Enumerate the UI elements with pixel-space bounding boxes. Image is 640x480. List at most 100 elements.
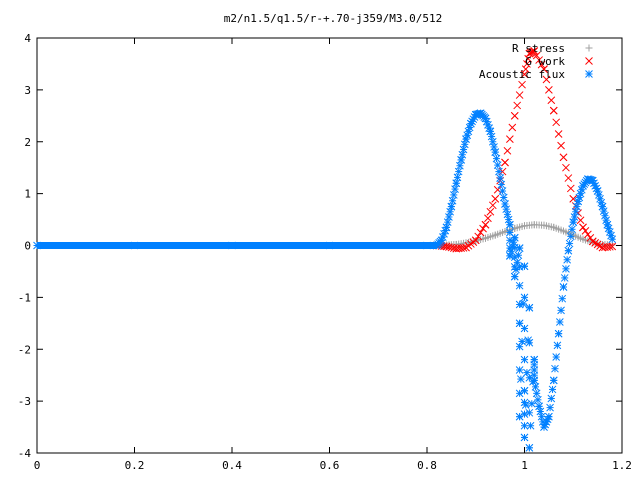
data-point: [531, 383, 540, 391]
data-point: [569, 218, 578, 227]
data-point: [515, 281, 524, 290]
data-point: [566, 184, 575, 193]
x-tick-label: 0.8: [417, 459, 437, 472]
data-point: [510, 272, 519, 281]
data-point: [520, 433, 529, 442]
y-tick-label: 0: [24, 240, 31, 253]
data-point: [535, 56, 543, 64]
data-point: [593, 187, 602, 195]
data-point: [33, 241, 41, 250]
data-point: [491, 148, 500, 156]
data-point: [588, 237, 597, 246]
y-tick-label: -1: [18, 291, 31, 304]
data-point: [515, 244, 524, 252]
data-point: [530, 221, 538, 229]
data-point: [484, 214, 492, 223]
data-point: [518, 337, 526, 346]
data-point: [605, 242, 614, 251]
data-point: [562, 264, 570, 273]
data-point: [437, 236, 446, 245]
series-layer: [33, 47, 617, 452]
data-point: [542, 75, 551, 84]
data-point: [459, 243, 468, 252]
data-point: [447, 202, 456, 211]
data-point: [568, 225, 576, 234]
data-point: [492, 154, 501, 163]
data-point: [442, 242, 451, 251]
y-tick-label: 4: [24, 32, 31, 45]
legend-marker: [585, 44, 593, 52]
x-tick-label: 0: [34, 459, 41, 472]
series-acoustic-flux: [33, 109, 617, 452]
data-point: [584, 230, 592, 239]
data-point: [479, 224, 487, 233]
data-point: [487, 132, 496, 141]
data-point: [545, 412, 553, 421]
data-point: [476, 228, 485, 237]
data-point: [448, 196, 457, 205]
data-point: [555, 318, 564, 326]
data-point: [462, 135, 470, 144]
data-point: [564, 174, 573, 182]
data-point: [445, 213, 453, 221]
data-point: [548, 385, 557, 394]
chart-title: m2/n1.5/q1.5/r-+.70-j359/M3.0/512: [224, 12, 443, 25]
data-point: [504, 215, 513, 224]
data-point: [574, 197, 582, 206]
data-point: [564, 246, 573, 255]
data-point: [576, 216, 585, 225]
legend-label: Acoustic flux: [479, 68, 565, 81]
data-point: [518, 80, 526, 89]
data-point: [558, 294, 567, 303]
axis-ticks: 0 0.2 0.4 0.6 0.8 1 1.2 4 3 2 1 0 -1 -2 -3 -4: [18, 32, 632, 472]
data-point: [520, 386, 529, 395]
data-point: [579, 235, 587, 243]
data-point: [497, 180, 506, 189]
data-point: [530, 376, 539, 385]
data-point: [511, 224, 519, 232]
data-point: [559, 153, 568, 162]
x-tick-label: 1: [521, 459, 528, 472]
data-point: [498, 187, 507, 195]
legend-label: R stress: [512, 42, 565, 55]
data-point: [228, 241, 236, 250]
data-point: [520, 421, 529, 430]
data-point: [552, 118, 561, 127]
data-point: [501, 200, 509, 208]
data-point: [557, 141, 565, 150]
y-tick-label: -2: [18, 343, 31, 356]
data-point: [506, 135, 514, 144]
data-point: [486, 207, 495, 216]
data-point: [521, 222, 528, 230]
data-point: [493, 161, 502, 169]
data-point: [443, 218, 452, 227]
data-point: [602, 216, 611, 225]
data-point: [471, 110, 480, 119]
data-point: [488, 201, 497, 210]
data-point: [482, 234, 489, 242]
data-point: [481, 220, 490, 229]
data-point: [532, 51, 541, 60]
data-point: [534, 395, 542, 404]
data-point: [513, 101, 522, 110]
legend-marker: [585, 57, 593, 65]
y-tick-label: 2: [24, 136, 31, 149]
data-point: [499, 193, 508, 202]
data-point: [546, 403, 554, 412]
data-point: [503, 210, 512, 219]
data-point: [510, 233, 519, 242]
data-point: [510, 111, 519, 120]
data-point: [545, 86, 553, 94]
data-point: [551, 364, 559, 373]
data-point: [565, 239, 574, 248]
data-point: [495, 167, 503, 176]
data-point: [457, 156, 465, 164]
data-point: [325, 241, 334, 250]
data-point: [525, 303, 534, 312]
data-point: [503, 146, 512, 155]
data-point: [566, 232, 575, 241]
data-point: [488, 137, 497, 146]
data-point: [525, 408, 534, 417]
data-point: [442, 223, 451, 232]
